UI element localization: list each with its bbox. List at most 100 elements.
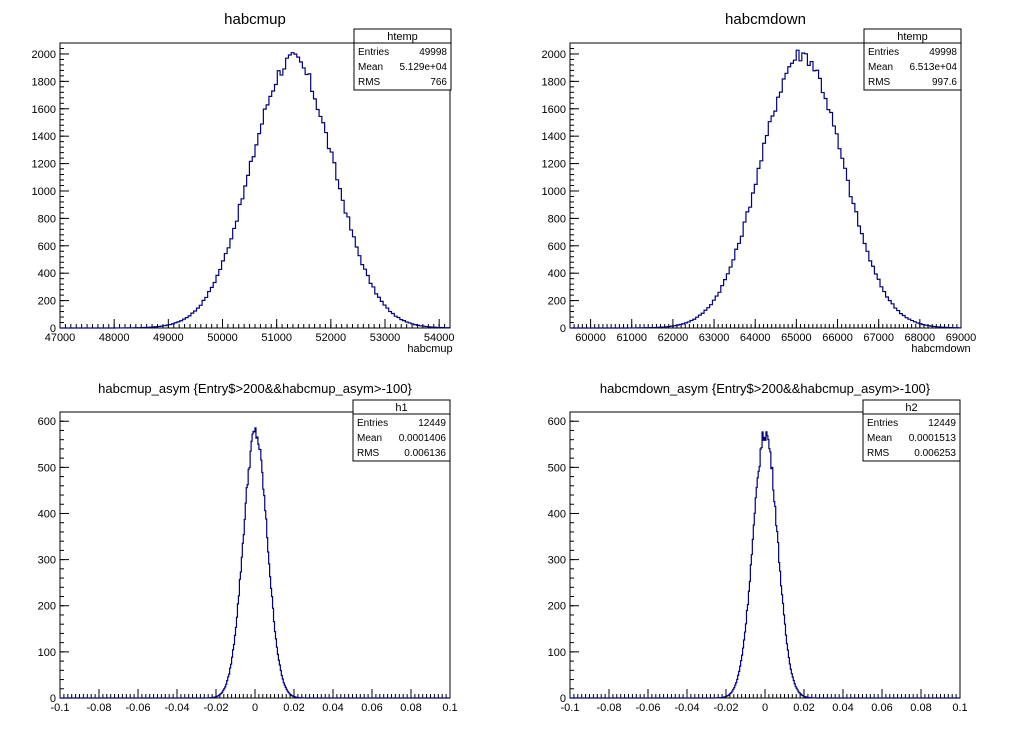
x-axis-label: habcmdown xyxy=(911,343,970,355)
histogram-line xyxy=(570,49,962,329)
stats-box-frame xyxy=(353,28,452,91)
y-tick-label: 1600 xyxy=(542,104,566,116)
x-tick-label: 50000 xyxy=(207,332,238,344)
y-tick-label: 600 xyxy=(548,416,566,428)
histogram-panel-1: habcmup 47000 48000 49000 50000 51000 52000 530… xyxy=(32,11,455,355)
y-tick-label: 800 xyxy=(38,213,56,225)
stats-row-label: Entries xyxy=(867,418,898,429)
y-tick-label: 800 xyxy=(548,213,566,225)
x-tick-label: 65000 xyxy=(781,332,812,344)
x-tick-label: -0.06 xyxy=(125,702,150,714)
stats-box: htemp Entries 49998 Mean 5.129e+04 RMS 766 xyxy=(353,28,452,91)
y-tick-label: 300 xyxy=(548,555,566,567)
histogram-panel-3: habcmup_asym {Entry$>200&&habcmup_asym>-… xyxy=(38,381,458,714)
x-tick-label: 0.06 xyxy=(361,702,382,714)
histogram-line xyxy=(60,52,451,329)
x-tick-label: -0.04 xyxy=(674,702,699,714)
stats-row-value: 49998 xyxy=(419,47,447,58)
x-tick-label: 47000 xyxy=(45,332,76,344)
stats-box-name: h2 xyxy=(905,402,917,414)
y-tick-label: 1400 xyxy=(32,131,56,143)
stats-box: h2 Entries 12449 Mean 0.0001513 RMS 0.006253 xyxy=(862,399,961,462)
x-tick-label: 0 xyxy=(252,702,258,714)
x-tick-label: -0.04 xyxy=(164,702,189,714)
y-tick-label: 1200 xyxy=(32,159,56,171)
x-tick-label: 0.02 xyxy=(793,702,814,714)
x-tick-label: -0.06 xyxy=(635,702,660,714)
stats-row-value: 49998 xyxy=(929,47,957,58)
x-tick-label: 0.02 xyxy=(283,702,304,714)
stats-box-name: htemp xyxy=(897,31,928,43)
stats-row-value: 0.0001406 xyxy=(399,433,447,444)
y-tick-label: 2000 xyxy=(542,49,566,61)
chart-title: habcmdown xyxy=(725,11,806,28)
stats-row-label: RMS xyxy=(358,77,381,88)
x-tick-label: -0.02 xyxy=(203,702,228,714)
y-tick-label: 400 xyxy=(548,508,566,520)
x-tick-label: 0.04 xyxy=(832,702,853,714)
y-tick-label: 500 xyxy=(548,462,566,474)
stats-row-value: 12449 xyxy=(418,418,446,429)
y-tick-label: 0 xyxy=(560,323,566,335)
chart-title: habcmup xyxy=(224,11,286,28)
stats-row-value: 12449 xyxy=(928,418,956,429)
chart-title: habcmup_asym {Entry$>200&&habcmup_asym>-… xyxy=(98,381,412,396)
y-tick-label: 100 xyxy=(548,647,566,659)
x-tick-label: 63000 xyxy=(699,332,730,344)
x-tick-label: 68000 xyxy=(905,332,936,344)
y-tick-label: 1400 xyxy=(542,131,566,143)
stats-row-value: 766 xyxy=(430,77,447,88)
stats-row-value: 0.0001513 xyxy=(909,433,957,444)
x-tick-label: 0.04 xyxy=(322,702,343,714)
stats-box-frame xyxy=(862,399,961,462)
x-tick-label: 52000 xyxy=(316,332,347,344)
x-tick-label: 0.1 xyxy=(952,702,967,714)
histogram-panel-4: habcmdown_asym {Entry$>200&&habcmup_asym… xyxy=(548,381,968,714)
y-tick-label: 100 xyxy=(38,647,56,659)
y-tick-label: 1800 xyxy=(542,76,566,88)
x-axis-label: habcmup xyxy=(407,343,452,355)
stats-row-label: Mean xyxy=(357,433,382,444)
y-tick-label: 1600 xyxy=(32,104,56,116)
stats-row-label: RMS xyxy=(357,448,380,459)
stats-row-value: 997.6 xyxy=(932,77,957,88)
x-tick-label: 49000 xyxy=(153,332,184,344)
y-tick-label: 600 xyxy=(548,241,566,253)
x-tick-label: 0.06 xyxy=(871,702,892,714)
y-tick-label: 200 xyxy=(548,296,566,308)
x-tick-label: -0.1 xyxy=(51,702,70,714)
y-tick-label: 200 xyxy=(548,601,566,613)
y-tick-label: 400 xyxy=(38,508,56,520)
x-tick-label: 62000 xyxy=(658,332,689,344)
histogram-line xyxy=(60,427,450,699)
stats-row-label: Entries xyxy=(868,47,899,58)
y-tick-label: 0 xyxy=(560,693,566,705)
stats-row-value: 0.006253 xyxy=(914,448,956,459)
stats-row-value: 0.006136 xyxy=(404,448,446,459)
stats-box: h1 Entries 12449 Mean 0.0001406 RMS 0.006136 xyxy=(352,399,451,462)
stats-row-label: RMS xyxy=(867,448,890,459)
y-tick-label: 1000 xyxy=(32,186,56,198)
y-tick-label: 500 xyxy=(38,462,56,474)
stats-box-frame xyxy=(863,28,962,91)
stats-row-value: 5.129e+04 xyxy=(399,62,447,73)
y-tick-label: 600 xyxy=(38,241,56,253)
x-tick-label: 0.08 xyxy=(400,702,421,714)
x-tick-label: 54000 xyxy=(424,332,455,344)
x-tick-label: 64000 xyxy=(740,332,771,344)
x-tick-label: -0.08 xyxy=(596,702,621,714)
chart-title: habcmdown_asym {Entry$>200&&habcmup_asym… xyxy=(600,381,931,396)
y-tick-label: 400 xyxy=(38,268,56,280)
x-tick-label: 66000 xyxy=(822,332,853,344)
x-tick-label: -0.02 xyxy=(713,702,738,714)
y-tick-label: 300 xyxy=(38,555,56,567)
y-tick-label: 200 xyxy=(38,296,56,308)
y-tick-label: 0 xyxy=(50,693,56,705)
x-tick-label: 53000 xyxy=(370,332,401,344)
x-tick-label: 51000 xyxy=(261,332,292,344)
stats-box-frame xyxy=(352,399,451,462)
x-tick-label: 67000 xyxy=(863,332,894,344)
stats-row-label: Entries xyxy=(358,47,389,58)
y-tick-label: 1000 xyxy=(542,186,566,198)
